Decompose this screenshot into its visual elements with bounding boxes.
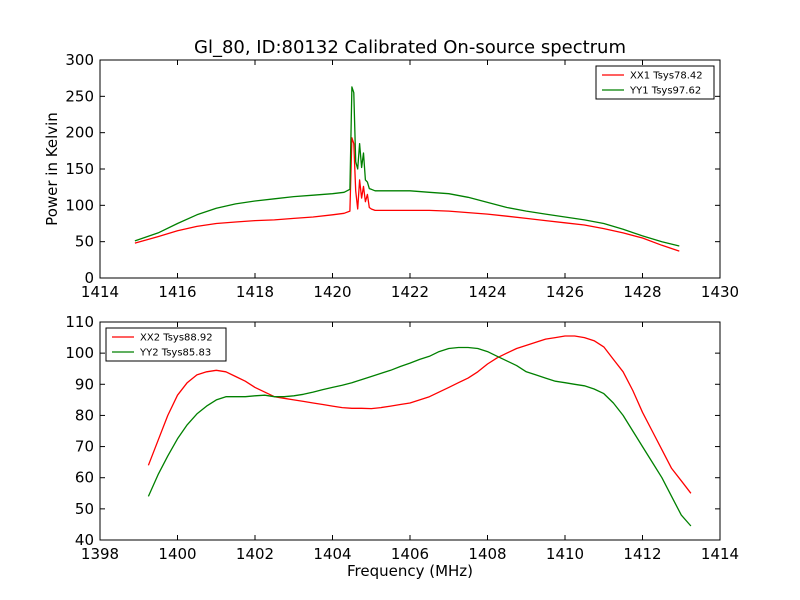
legend-label: XX1 Tsys78.42 bbox=[630, 71, 703, 82]
y-tick-label: 150 bbox=[65, 160, 94, 178]
x-axis-label: Frequency (MHz) bbox=[347, 562, 473, 580]
legend-label: YY2 Tsys85.83 bbox=[139, 348, 211, 359]
x-tick-label: 1400 bbox=[158, 545, 196, 563]
x-tick-label: 1414 bbox=[701, 545, 739, 563]
x-tick-label: 1404 bbox=[313, 545, 351, 563]
legend-box bbox=[105, 327, 227, 362]
x-tick-label: 1424 bbox=[468, 283, 506, 301]
y-tick-label: 90 bbox=[75, 375, 94, 393]
y-tick-label: 60 bbox=[75, 469, 94, 487]
series-line-yy2 bbox=[147, 346, 692, 527]
x-tick-label: 1408 bbox=[468, 545, 506, 563]
figure-title: Gl_80, ID:80132 Calibrated On-source spe… bbox=[194, 37, 626, 58]
legend-box bbox=[595, 65, 715, 100]
x-tick-label: 1406 bbox=[391, 545, 429, 563]
x-tick-label: 1416 bbox=[158, 283, 196, 301]
y-tick-label: 50 bbox=[75, 233, 94, 251]
x-tick-label: 1430 bbox=[701, 283, 739, 301]
x-tick-label: 1418 bbox=[236, 283, 274, 301]
series-line-xx2 bbox=[147, 335, 692, 494]
x-tick-label: 1402 bbox=[236, 545, 274, 563]
bottom-panel-xx2-yy2: 1398 1400 1402 1404 1406 1408 1410 1412 1414 40 50… bbox=[65, 313, 739, 580]
y-tick-label: 250 bbox=[65, 87, 94, 105]
legend: XX2 Tsys88.92 YY2 Tsys85.83 bbox=[105, 327, 227, 362]
x-tick-label: 1414 bbox=[81, 283, 119, 301]
x-tick-label: 1428 bbox=[623, 283, 661, 301]
y-tick-label: 80 bbox=[75, 406, 94, 424]
y-tick-label: 100 bbox=[65, 196, 94, 214]
y-tick-label: 110 bbox=[65, 313, 94, 331]
y-axis-label: Power in Kelvin bbox=[43, 112, 61, 226]
top-panel-xx1-yy1: 1414 1416 1418 1420 1422 1424 1426 1428 1430 0 50 1… bbox=[43, 51, 739, 301]
y-tick-label: 0 bbox=[84, 269, 94, 287]
legend-label: XX2 Tsys88.92 bbox=[140, 333, 213, 344]
x-tick-label: 1422 bbox=[391, 283, 429, 301]
y-tick-label: 40 bbox=[75, 531, 94, 549]
y-tick-label: 200 bbox=[65, 124, 94, 142]
y-tick-label: 100 bbox=[65, 344, 94, 362]
x-tick-label: 1398 bbox=[81, 545, 119, 563]
x-tick-label: 1420 bbox=[313, 283, 351, 301]
y-tick-label: 50 bbox=[75, 500, 94, 518]
y-tick-label: 70 bbox=[75, 438, 94, 456]
x-tick-label: 1412 bbox=[623, 545, 661, 563]
legend-label: YY1 Tsys97.62 bbox=[629, 86, 701, 97]
series-line-xx1 bbox=[134, 137, 680, 252]
y-tick-label: 300 bbox=[65, 51, 94, 69]
x-tick-label: 1426 bbox=[546, 283, 584, 301]
legend: XX1 Tsys78.42 YY1 Tsys97.62 bbox=[595, 65, 715, 100]
series-line-yy1 bbox=[134, 86, 680, 247]
x-tick-label: 1410 bbox=[546, 545, 584, 563]
